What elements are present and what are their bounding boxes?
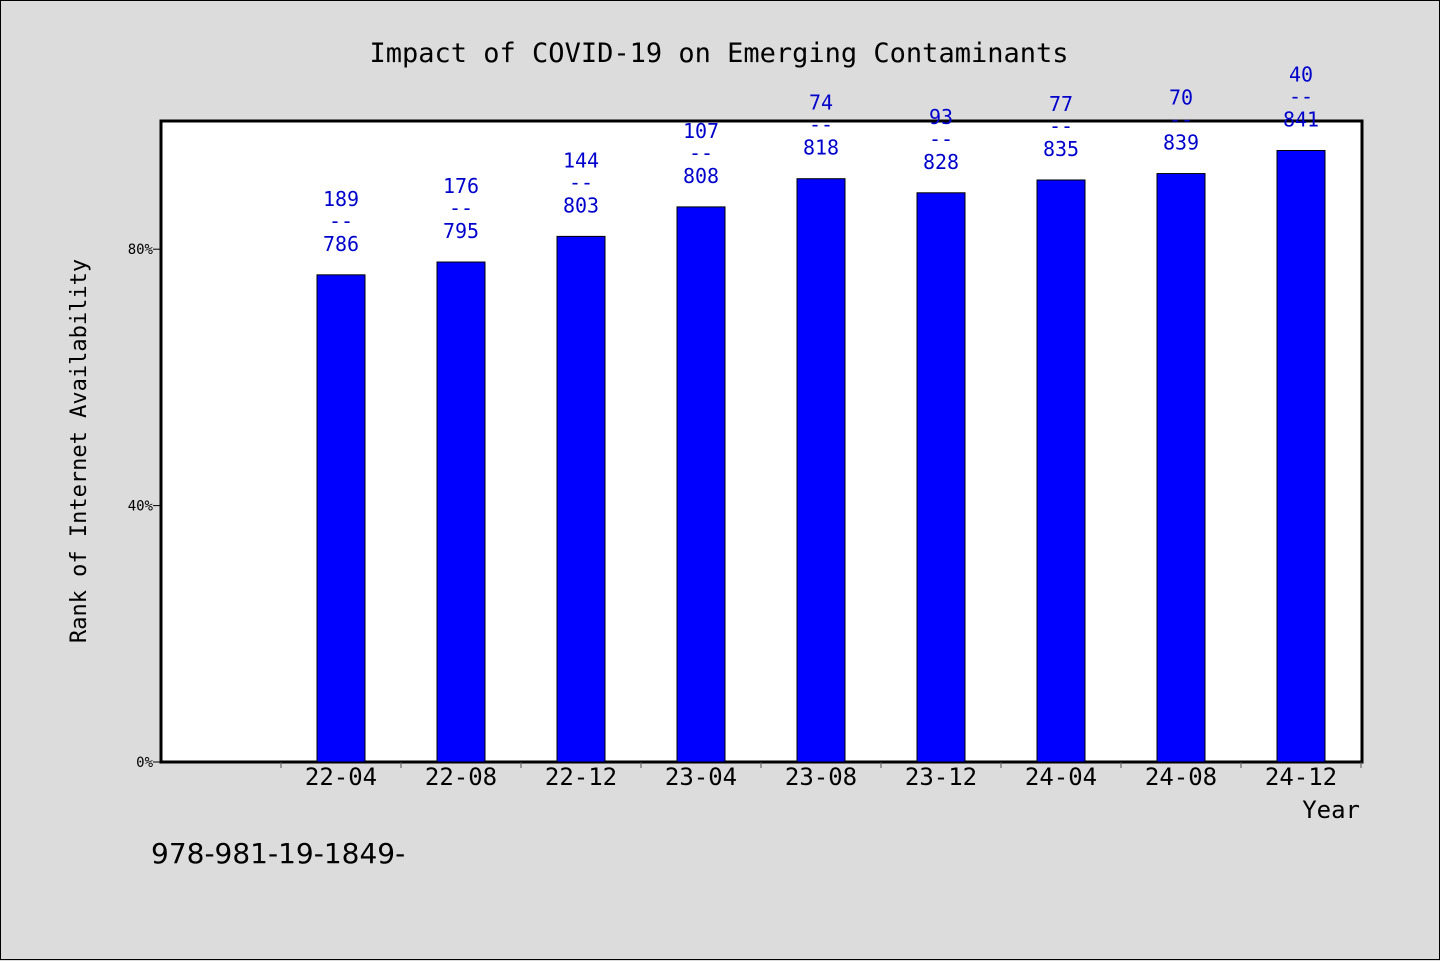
x-tick-label: 24-12 <box>1265 763 1337 791</box>
bar <box>1156 173 1206 763</box>
data-label-top: 70 <box>1169 86 1193 110</box>
data-label-bottom: 795 <box>443 219 479 243</box>
x-tick-label: 22-12 <box>545 763 617 791</box>
data-label-bottom: 803 <box>563 193 599 217</box>
x-tick-label: 24-08 <box>1145 763 1217 791</box>
x-tick-label: 22-08 <box>425 763 497 791</box>
data-label-separator: -- <box>1049 114 1073 138</box>
y-axis-ticks: 0% 40% 80% <box>128 242 161 771</box>
bar <box>916 192 966 763</box>
bar <box>796 178 846 763</box>
data-label-bottom: 818 <box>803 136 839 160</box>
data-label-bottom: 839 <box>1163 131 1199 155</box>
data-label-separator: -- <box>929 127 953 151</box>
x-tick-label: 23-08 <box>785 763 857 791</box>
data-label-top: 40 <box>1289 62 1313 86</box>
data-label-bottom: 786 <box>323 232 359 256</box>
data-label-top: 176 <box>443 174 479 198</box>
data-label-bottom: 828 <box>923 150 959 174</box>
bar <box>436 261 486 763</box>
footer-code: 978-981-19-1849- <box>151 837 406 870</box>
bars <box>316 149 1326 763</box>
data-label-separator: -- <box>449 196 473 220</box>
x-tick-label: 24-04 <box>1025 763 1097 791</box>
data-label-bottom: 808 <box>683 164 719 188</box>
data-labels: 189--786176--795144--803107--80874--8189… <box>323 62 1319 255</box>
data-label-top: 93 <box>929 105 953 129</box>
bar <box>1036 179 1086 763</box>
data-label-separator: -- <box>689 141 713 165</box>
y-axis-label: Rank of Internet Availability <box>67 259 92 643</box>
data-label-top: 144 <box>563 148 599 172</box>
data-label-top: 77 <box>1049 92 1073 116</box>
x-tick-label: 23-04 <box>665 763 737 791</box>
y-tick-label: 0% <box>136 755 153 771</box>
data-label-separator: -- <box>329 209 353 233</box>
data-label-separator: -- <box>1169 108 1193 132</box>
x-tick-label: 22-04 <box>305 763 377 791</box>
data-label-bottom: 841 <box>1283 107 1319 131</box>
bar <box>556 235 606 763</box>
data-label-top: 107 <box>683 119 719 143</box>
data-label-separator: -- <box>809 113 833 137</box>
data-label-bottom: 835 <box>1043 137 1079 161</box>
x-tick-label: 23-12 <box>905 763 977 791</box>
bar <box>316 274 366 763</box>
data-label-top: 74 <box>809 91 833 115</box>
x-axis-label: Year <box>1302 796 1360 824</box>
data-label-top: 189 <box>323 187 359 211</box>
bar <box>1276 149 1326 763</box>
x-axis-ticks: 22-04 22-08 22-12 23-04 23-08 23-12 24-04 24-08… <box>280 762 1362 791</box>
y-tick-label: 40% <box>128 499 154 515</box>
chart-title: Impact of COVID-19 on Emerging Contamina… <box>370 38 1069 69</box>
data-label-separator: -- <box>569 170 593 194</box>
y-tick-label: 80% <box>128 242 154 258</box>
data-label-separator: -- <box>1289 84 1313 108</box>
bar <box>676 206 726 763</box>
